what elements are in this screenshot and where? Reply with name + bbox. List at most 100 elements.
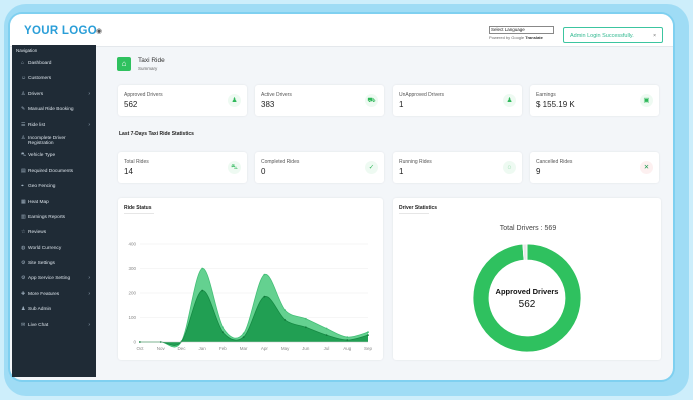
data-point	[263, 273, 266, 276]
language-select[interactable]: Select Language	[489, 26, 554, 34]
sidebar-item-site-settings[interactable]: ⚙ Site Settings	[12, 256, 96, 271]
card-label: Approved Drivers	[124, 92, 163, 98]
card-value: 9	[536, 167, 541, 176]
card-value: 1	[399, 100, 404, 109]
sidebar-item-label: Ride list	[28, 122, 46, 128]
sidebar-item-vehicle-type[interactable]: ⛍ Vehicle Type	[12, 148, 96, 163]
sidebar-item-earnings-reports[interactable]: ▥ Earnings Reports	[12, 210, 96, 225]
sidebar-item-manual-ride-booking[interactable]: ✎ Manual Ride Booking	[12, 102, 96, 117]
chat-icon: ✉	[21, 321, 26, 328]
map-icon: ▦	[21, 198, 26, 205]
donut-center-value: 562	[519, 299, 536, 310]
sidebar-item-customers[interactable]: ☺ Customers	[12, 71, 96, 86]
users-icon: ☺	[21, 75, 27, 82]
card-label: Earnings	[536, 92, 556, 98]
donut-slice-1[interactable]	[472, 243, 582, 353]
divider	[399, 213, 429, 214]
sidebar-item-label: World Currency	[28, 245, 62, 251]
sidebar-item-label: Earnings Reports	[28, 214, 66, 220]
sidebar-item-label: Drivers	[28, 91, 44, 97]
summary_cards-card: Approved Drivers 562 ♟	[118, 85, 247, 116]
card-label: UnApproved Drivers	[399, 92, 445, 98]
data-point	[367, 334, 369, 337]
chevron-right-icon: ›	[88, 90, 90, 97]
driver-statistics-title: Driver Statistics	[399, 205, 438, 211]
sidebar-item-label: Required Documents	[28, 168, 74, 174]
donut-center-label: Approved Drivers	[496, 287, 559, 296]
data-point	[284, 309, 286, 312]
donut-slice-2[interactable]	[522, 243, 528, 261]
chevron-right-icon: ›	[88, 321, 90, 328]
divider	[124, 213, 154, 214]
sidebar-item-label: Vehicle Type	[28, 153, 56, 159]
x-tick-label: Jun	[302, 346, 310, 351]
sidebar-item-label: Customers	[28, 76, 52, 82]
toast-close-button[interactable]: ×	[653, 33, 656, 39]
sidebar-item-drivers[interactable]: ♙ Drivers ›	[12, 87, 96, 102]
sidebar-item-more-features[interactable]: ✚ More Features ›	[12, 287, 96, 302]
y-tick-label: 400	[128, 242, 136, 247]
sidebar-item-label: Site Settings	[28, 261, 55, 267]
sidebar: Navigation ⌂ Dashboard ☺ Customers ♙ Drivers ›…	[12, 45, 96, 377]
user-plus-icon: ♟	[503, 94, 516, 107]
card-value: 0	[261, 167, 266, 176]
sidebar-item-label: Reviews	[28, 230, 47, 236]
driver-icon: ♙	[21, 90, 26, 97]
card-value: 383	[261, 100, 275, 109]
nav-heading: Navigation	[16, 48, 38, 53]
sidebar-item-app-service-setting[interactable]: ⚙ App Service Setting ›	[12, 271, 96, 286]
sidebar-item-dashboard[interactable]: ⌂ Dashboard	[12, 56, 96, 71]
ride-status-title: Ride Status	[124, 205, 152, 211]
sidebar-item-label: Incomplete Driver Registration	[28, 135, 66, 146]
report-icon: ▥	[21, 213, 26, 220]
data-point	[201, 267, 204, 270]
booking-icon: ✎	[21, 106, 26, 113]
sidebar-item-reviews[interactable]: ☆ Reviews	[12, 225, 96, 240]
data-point	[222, 326, 224, 329]
sidebar-item-label: Live Chat	[28, 322, 49, 328]
data-point	[263, 295, 266, 298]
sidebar-item-incomplete-driver[interactable]: ♙ Incomplete Driver Registration	[12, 133, 96, 148]
y-tick-label: 100	[128, 315, 136, 320]
card-label: Cancelled Rides	[536, 159, 573, 165]
data-point	[242, 336, 245, 338]
sidebar-item-required-documents[interactable]: ▤ Required Documents	[12, 164, 96, 179]
x-tick-label: Aug	[343, 346, 352, 351]
chevron-right-icon: ›	[88, 290, 90, 297]
sidebar-item-ride-list[interactable]: ☰ Ride list ›	[12, 118, 96, 133]
sidebar-item-live-chat[interactable]: ✉ Live Chat ›	[12, 318, 96, 333]
sidebar-item-sub-admin[interactable]: ♟ Sub Admin	[12, 302, 96, 317]
data-point	[201, 289, 204, 292]
powered-by: Powered by Google Translate	[489, 35, 543, 40]
sidebar-item-world-currency[interactable]: ◍ World Currency	[12, 241, 96, 256]
car-icon: ⛍	[228, 161, 241, 174]
data-point	[284, 319, 286, 321]
summary_cards-card: UnApproved Drivers 1 ♟	[393, 85, 522, 116]
total-drivers: Total Drivers : 569	[499, 225, 557, 232]
sidebar-item-geo-fencing[interactable]: ⌖ Geo Fencing	[12, 179, 96, 194]
list-icon: ☰	[21, 121, 26, 128]
card-value: 14	[124, 167, 133, 176]
area-series-2	[140, 290, 368, 346]
user-check-icon: ♟	[228, 94, 241, 107]
features-icon: ✚	[21, 290, 26, 297]
money-icon: ▣	[640, 94, 653, 107]
data-point	[304, 317, 307, 320]
truck-icon: ⛟	[365, 94, 378, 107]
y-tick-label: 200	[128, 291, 136, 296]
y-tick-label: 0	[133, 340, 136, 345]
toast-message: Admin Login Successfully.	[570, 33, 634, 39]
eye-icon[interactable]: ◉	[96, 28, 103, 35]
x-tick-label: Sep	[364, 346, 373, 351]
sidebar-item-label: Sub Admin	[28, 307, 52, 313]
sidebar-item-heat-map[interactable]: ▦ Heat Map	[12, 195, 96, 210]
star-icon: ☆	[21, 229, 26, 236]
close-icon: ✕	[640, 161, 653, 174]
sidebar-item-label: App Service Setting	[28, 276, 71, 282]
card-value: 1	[399, 167, 404, 176]
page-title: Taxi Ride	[138, 57, 165, 64]
check-icon: ✓	[365, 161, 378, 174]
driver-statistics-panel: Driver Statistics Total Drivers : 569 Ap…	[393, 198, 661, 360]
data-point	[346, 336, 349, 338]
ride_cards-card: Running Rides 1 ◌	[393, 152, 522, 183]
